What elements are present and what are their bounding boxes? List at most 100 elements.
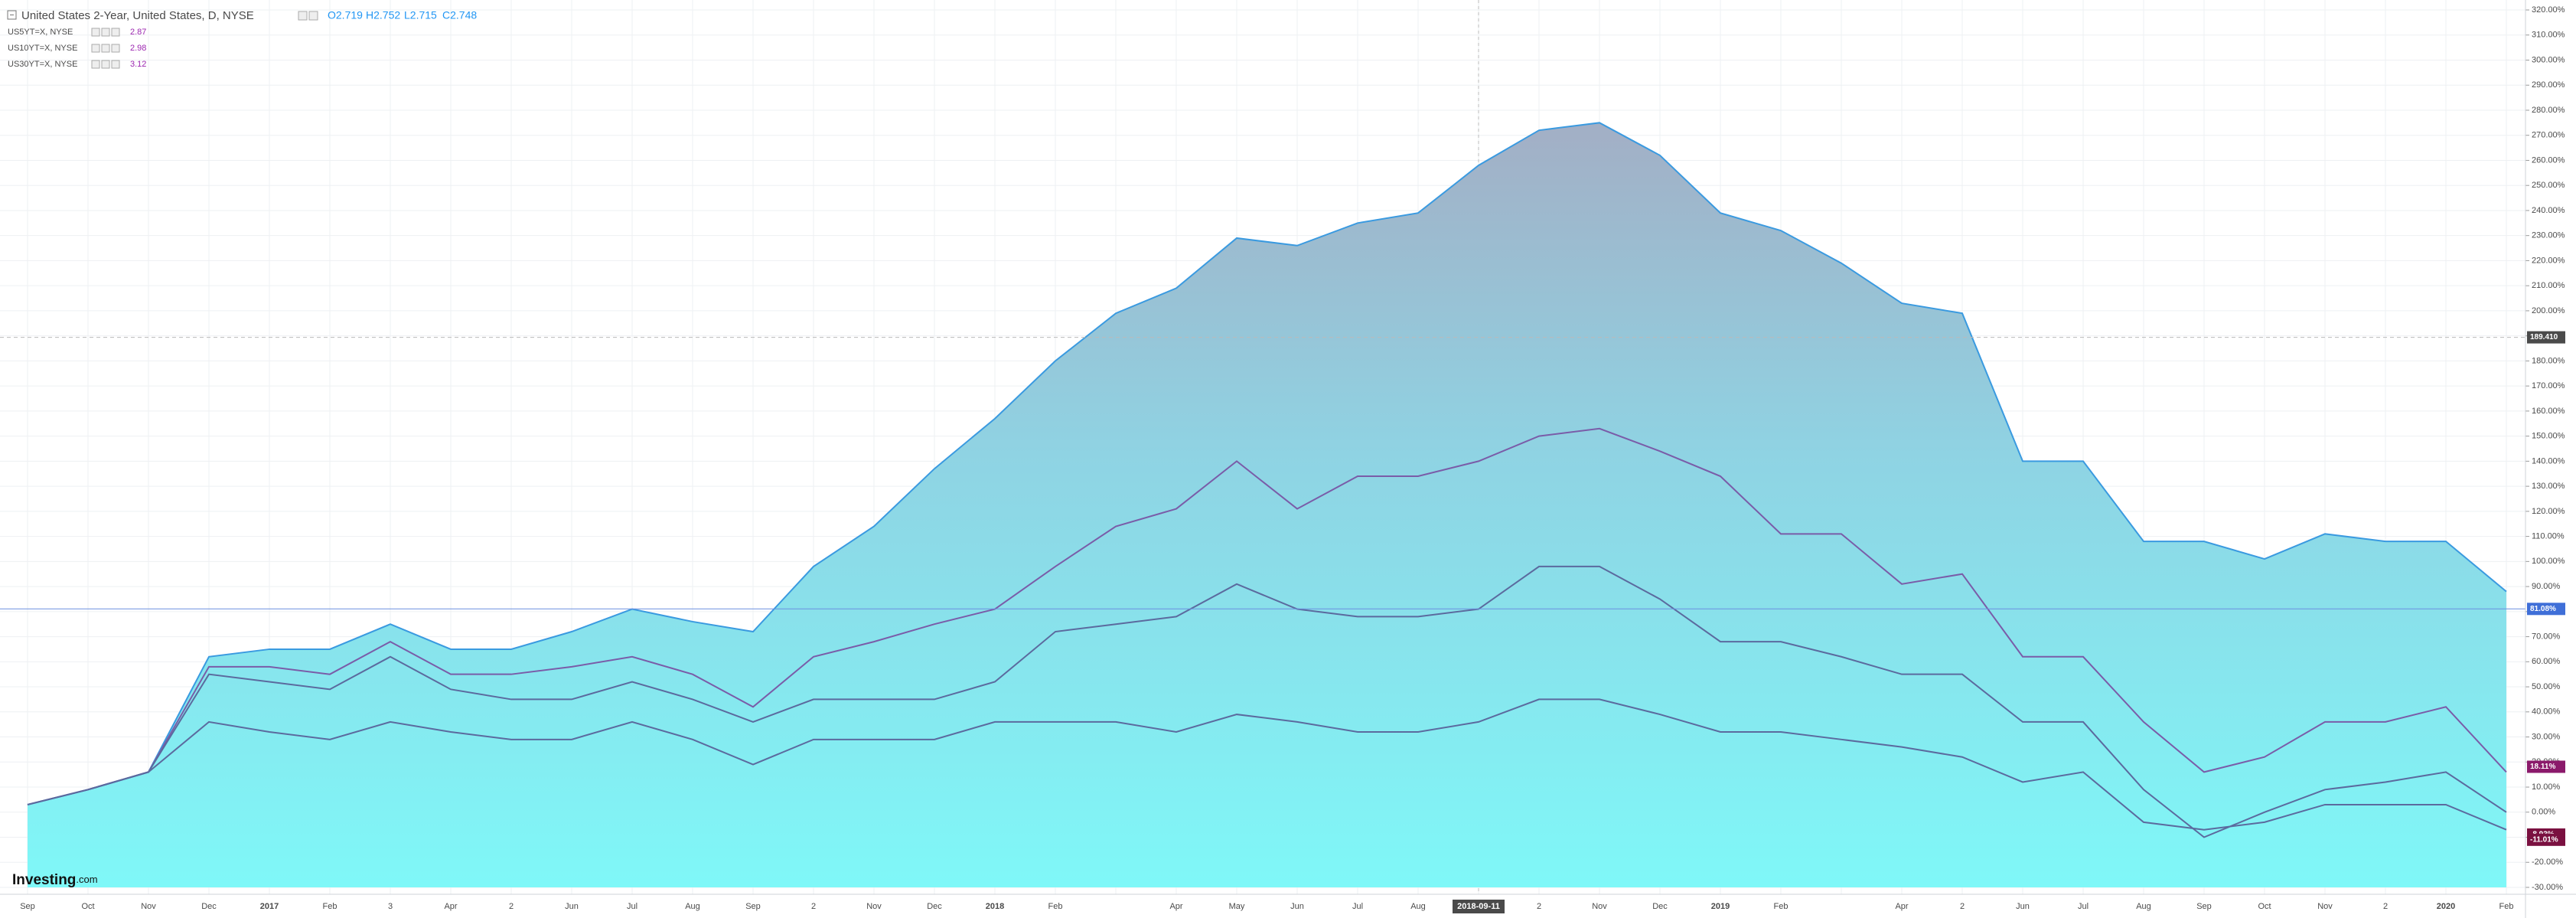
x-tick-label: 2 [811,902,816,911]
x-tick-label: Jul [1352,902,1363,911]
y-tick-label: 60.00% [2532,657,2561,666]
x-tick-label: 2019 [1711,902,1730,911]
header-button [308,11,318,21]
x-tick-label: 2 [1960,902,1965,911]
price-badge-label: 189.410 [2530,333,2558,341]
ohlc-value: L2.715 [404,9,437,21]
y-tick-label: 0.00% [2532,808,2555,817]
y-tick-label: 220.00% [2532,256,2565,265]
x-tick-label: Dec [927,902,942,911]
x-tick-label: Sep [20,902,35,911]
y-tick-label: 10.00% [2532,782,2561,792]
price-badge [2527,833,2565,846]
y-tick-label: 230.00% [2532,231,2565,240]
legend-button [101,28,110,37]
legend-button [91,44,100,53]
y-tick-label: 150.00% [2532,432,2565,441]
price-badge-label: -11.01% [2530,835,2558,844]
legend-value: 3.12 [130,60,146,69]
y-tick-label: 70.00% [2532,632,2561,641]
legend-button [91,60,100,69]
legend-label: US10YT=X, NYSE [8,44,77,53]
y-tick-label: 280.00% [2532,106,2565,115]
series-line [27,565,2507,838]
x-tick-label: Nov [141,902,156,911]
x-tick-label: 2020 [2437,902,2455,911]
header-button [298,11,308,21]
overlay: -30.00%-20.00%-10.00%0.00%10.00%20.00%30… [20,5,2565,913]
y-tick-label: 180.00% [2532,356,2565,365]
area [28,123,2506,888]
y-tick-label: 240.00% [2532,206,2565,215]
y-tick-label: 40.00% [2532,707,2561,717]
y-tick-label: 320.00% [2532,5,2565,15]
price-badge [2527,603,2565,616]
x-tick-label: 2 [509,902,514,911]
legend-button [101,60,110,69]
x-tick-label: Sep [2196,902,2212,911]
x-tick-label: Nov [866,902,882,911]
x-tick-label: 2018-09-11 [1457,902,1500,911]
legend: US5YT=X, NYSE 2.87 US10YT=X, NYSE 2.98 US30Y… [8,28,146,69]
price-badge [2527,331,2565,344]
x-tick-label: 2 [1537,902,1541,911]
x-tick-label: 2017 [260,902,279,911]
legend-button [101,44,110,53]
x-tick-label: Apr [1169,902,1182,911]
x-tick-label: 2 [2383,902,2388,911]
x-tick-label: Oct [81,902,94,911]
x-tick-label: Jul [2078,902,2089,911]
x-tick-label: 3 [388,902,393,911]
price-badge [2527,760,2565,773]
y-tick-label: 160.00% [2532,407,2565,416]
crosshair-date-box [1453,900,1505,913]
y-tick-label: 140.00% [2532,456,2565,466]
header: O2.719 H2.752 L2.715 C2.748 [298,9,477,21]
y-tick-label: 250.00% [2532,181,2565,190]
y-tick-label: 90.00% [2532,582,2561,591]
legend-button [111,28,120,37]
y-tick-label: 270.00% [2532,131,2565,140]
y-tick-label: 30.00% [2532,732,2561,741]
legend-value: 2.98 [130,44,146,53]
x-tick-label: Aug [685,902,700,911]
x-tick-label: Nov [2317,902,2333,911]
y-tick-label: 300.00% [2532,55,2565,64]
x-tick-label: Jun [2016,902,2030,911]
ohlc-value: C2.748 [442,9,477,21]
plot [0,122,2525,888]
y-tick-label: 260.00% [2532,155,2565,165]
collapse-icon[interactable] [7,10,17,20]
x-tick-label: Aug [2136,902,2151,911]
series-line [27,427,2507,805]
x-tick-label: 2018 [986,902,1004,911]
legend-button [111,44,120,53]
x-tick-label: Feb [1774,902,1789,911]
y-tick-label: -20.00% [2532,858,2563,867]
logo: Investing.com [12,872,98,888]
x-tick-label: Nov [1592,902,1607,911]
ohlc-value: H2.752 [366,9,400,21]
price-badge-label: 18.11% [2530,763,2555,771]
x-tick-label: Sep [745,902,761,911]
x-tick-label: Dec [201,902,217,911]
legend-label: US5YT=X, NYSE [8,28,73,37]
logo-main: Investing [12,872,76,888]
logo-suffix: .com [76,874,97,885]
legend-label: US30YT=X, NYSE [8,60,77,69]
y-tick-label: 110.00% [2532,532,2565,541]
y-tick-label: 310.00% [2532,31,2565,40]
chart-title: United States 2-Year, United States, D, … [21,9,254,22]
legend-button [91,28,100,37]
legend-button [111,60,120,69]
x-tick-label: Jun [565,902,579,911]
y-tick-label: 200.00% [2532,306,2565,315]
x-tick-label: Jul [627,902,637,911]
x-tick-label: Oct [2258,902,2271,911]
x-tick-label: Apr [1895,902,1908,911]
ohlc-value: O2.719 [328,9,363,21]
y-tick-label: 170.00% [2532,381,2565,390]
y-tick-label: 50.00% [2532,682,2561,691]
legend-value: 2.87 [130,28,146,37]
